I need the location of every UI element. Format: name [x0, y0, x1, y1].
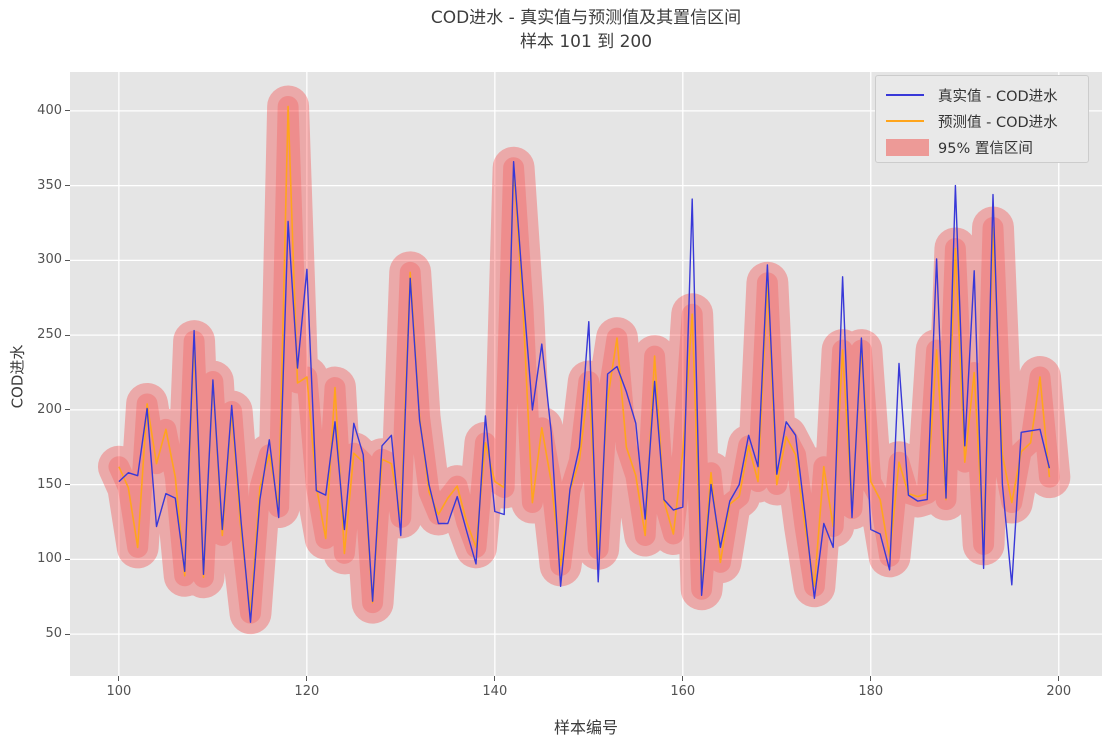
legend-line-swatch-pred: [886, 120, 924, 122]
x-tick-mark: [118, 676, 120, 681]
plot-area: [70, 72, 1102, 676]
y-tick-label: 150: [37, 476, 62, 492]
y-tick-mark: [65, 334, 70, 336]
y-tick-mark: [65, 484, 70, 486]
y-tick-mark: [65, 185, 70, 187]
legend-item-band: 95% 置信区间: [886, 134, 1080, 160]
legend-item-pred: 预测值 - COD进水: [886, 108, 1080, 134]
legend-patch-swatch-band: [886, 138, 929, 156]
x-tick-label: 180: [858, 684, 884, 699]
y-tick-label: 350: [37, 177, 62, 193]
x-tick-mark: [1058, 676, 1060, 681]
legend: 真实值 - COD进水 预测值 - COD进水 95% 置信区间: [875, 75, 1089, 163]
y-tick-mark: [65, 110, 70, 112]
y-tick-label: 200: [37, 401, 62, 417]
y-tick-mark: [65, 633, 70, 635]
x-tick-mark: [870, 676, 872, 681]
legend-line-swatch-true: [886, 94, 924, 96]
x-tick-label: 160: [670, 684, 696, 699]
y-tick-label: 300: [37, 252, 62, 268]
legend-label-true: 真实值 - COD进水: [938, 88, 1058, 105]
chart-title-line2: 样本 101 到 200: [519, 32, 653, 52]
series-true-line: [118, 160, 1051, 623]
x-tick-label: 120: [294, 684, 320, 699]
chart-title: COD进水 - 真实值与预测值及其置信区间 样本 101 到 200: [70, 6, 1102, 54]
y-tick-label: 50: [45, 626, 62, 642]
x-tick-label: 100: [106, 684, 132, 699]
x-tick-mark: [682, 676, 684, 681]
y-tick-label: 400: [37, 102, 62, 118]
legend-label-band: 95% 置信区间: [938, 140, 1033, 157]
y-tick-mark: [65, 409, 70, 411]
x-tick-label: 140: [482, 684, 508, 699]
legend-item-true: 真实值 - COD进水: [886, 82, 1080, 108]
y-tick-label: 250: [37, 327, 62, 343]
chart-title-line1: COD进水 - 真实值与预测值及其置信区间: [430, 8, 742, 28]
x-tick-mark: [306, 676, 308, 681]
y-tick-mark: [65, 558, 70, 560]
legend-label-pred: 预测值 - COD进水: [938, 114, 1058, 131]
y-tick-mark: [65, 259, 70, 261]
x-tick-label: 200: [1046, 684, 1072, 699]
chart-canvas: [70, 72, 1102, 676]
y-tick-label: 100: [37, 551, 62, 567]
x-tick-mark: [494, 676, 496, 681]
x-axis-label: 样本编号: [553, 718, 618, 737]
